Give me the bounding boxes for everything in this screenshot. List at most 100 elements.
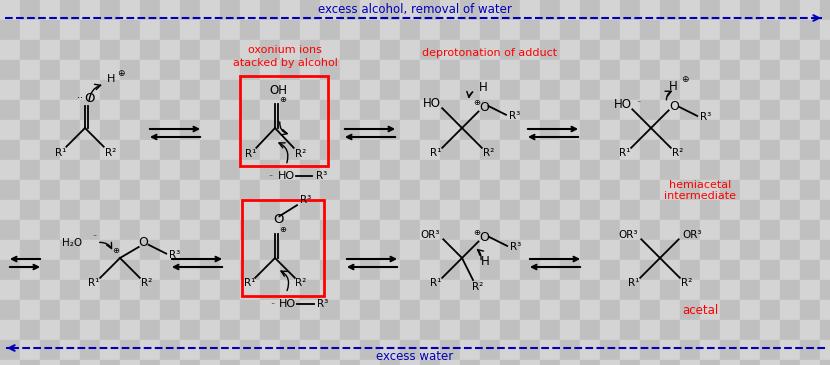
Bar <box>740 160 760 180</box>
Bar <box>620 300 640 320</box>
Bar <box>40 180 60 200</box>
Bar <box>0 100 20 120</box>
Bar <box>660 260 680 280</box>
Bar <box>700 320 720 340</box>
Bar <box>80 40 100 60</box>
Text: HO: HO <box>279 299 295 309</box>
Bar <box>200 0 220 20</box>
Bar <box>320 140 340 160</box>
Bar <box>480 360 500 365</box>
Bar <box>120 220 140 240</box>
Bar <box>380 140 400 160</box>
Bar <box>60 140 80 160</box>
Bar <box>120 320 140 340</box>
Bar <box>100 300 120 320</box>
Bar <box>160 180 180 200</box>
Bar <box>540 180 560 200</box>
Bar <box>240 340 260 360</box>
Bar <box>240 80 260 100</box>
Bar <box>800 40 820 60</box>
Bar <box>580 220 600 240</box>
Bar <box>280 280 300 300</box>
Bar <box>480 180 500 200</box>
Text: ⊕: ⊕ <box>118 69 125 77</box>
Bar <box>560 220 580 240</box>
Bar <box>460 260 480 280</box>
Bar <box>680 240 700 260</box>
Bar <box>200 340 220 360</box>
Bar <box>40 0 60 20</box>
Bar <box>800 80 820 100</box>
Bar <box>780 40 800 60</box>
Bar <box>640 0 660 20</box>
Bar <box>260 280 280 300</box>
Bar <box>440 100 460 120</box>
Text: R²: R² <box>295 149 306 160</box>
Text: ··: ·· <box>637 98 642 107</box>
Bar <box>360 260 380 280</box>
Bar <box>700 120 720 140</box>
Bar <box>80 80 100 100</box>
Bar <box>240 76 328 166</box>
Bar <box>140 240 160 260</box>
Bar <box>680 340 700 360</box>
Bar <box>60 260 80 280</box>
Bar <box>440 280 460 300</box>
Bar <box>680 320 700 340</box>
Bar <box>80 280 100 300</box>
Bar <box>40 300 60 320</box>
Bar <box>40 320 60 340</box>
Bar <box>280 260 300 280</box>
Bar <box>260 60 280 80</box>
Bar <box>80 340 100 360</box>
Bar <box>780 60 800 80</box>
Bar <box>0 340 20 360</box>
Bar <box>380 40 400 60</box>
Bar <box>700 180 720 200</box>
Bar <box>0 140 20 160</box>
Bar <box>0 360 20 365</box>
Bar <box>620 240 640 260</box>
Bar <box>720 180 740 200</box>
Text: O: O <box>479 231 489 243</box>
Bar <box>440 260 460 280</box>
Bar <box>380 360 400 365</box>
Bar <box>80 0 100 20</box>
Bar <box>320 240 340 260</box>
Text: R³: R³ <box>701 112 711 122</box>
Bar <box>780 180 800 200</box>
Bar <box>360 240 380 260</box>
Bar <box>20 100 40 120</box>
Bar <box>200 20 220 40</box>
Bar <box>240 300 260 320</box>
Bar <box>380 100 400 120</box>
Bar <box>20 280 40 300</box>
Text: ⊕: ⊕ <box>473 98 480 107</box>
Bar <box>360 360 380 365</box>
Bar <box>280 220 300 240</box>
Text: R²: R² <box>141 278 152 288</box>
Bar <box>180 20 200 40</box>
Bar <box>300 20 320 40</box>
Bar <box>660 120 680 140</box>
Bar <box>360 300 380 320</box>
Bar <box>440 360 460 365</box>
Bar <box>0 280 20 300</box>
Bar <box>560 80 580 100</box>
Bar <box>60 360 80 365</box>
Bar <box>460 300 480 320</box>
Bar <box>440 20 460 40</box>
Bar <box>420 300 440 320</box>
Bar <box>500 340 520 360</box>
Bar <box>580 320 600 340</box>
Bar <box>400 220 420 240</box>
Bar <box>40 200 60 220</box>
Bar <box>260 220 280 240</box>
Text: O: O <box>138 236 148 249</box>
Bar <box>720 260 740 280</box>
Bar <box>600 20 620 40</box>
Bar <box>500 80 520 100</box>
Bar <box>360 40 380 60</box>
Bar <box>480 120 500 140</box>
Bar <box>780 120 800 140</box>
